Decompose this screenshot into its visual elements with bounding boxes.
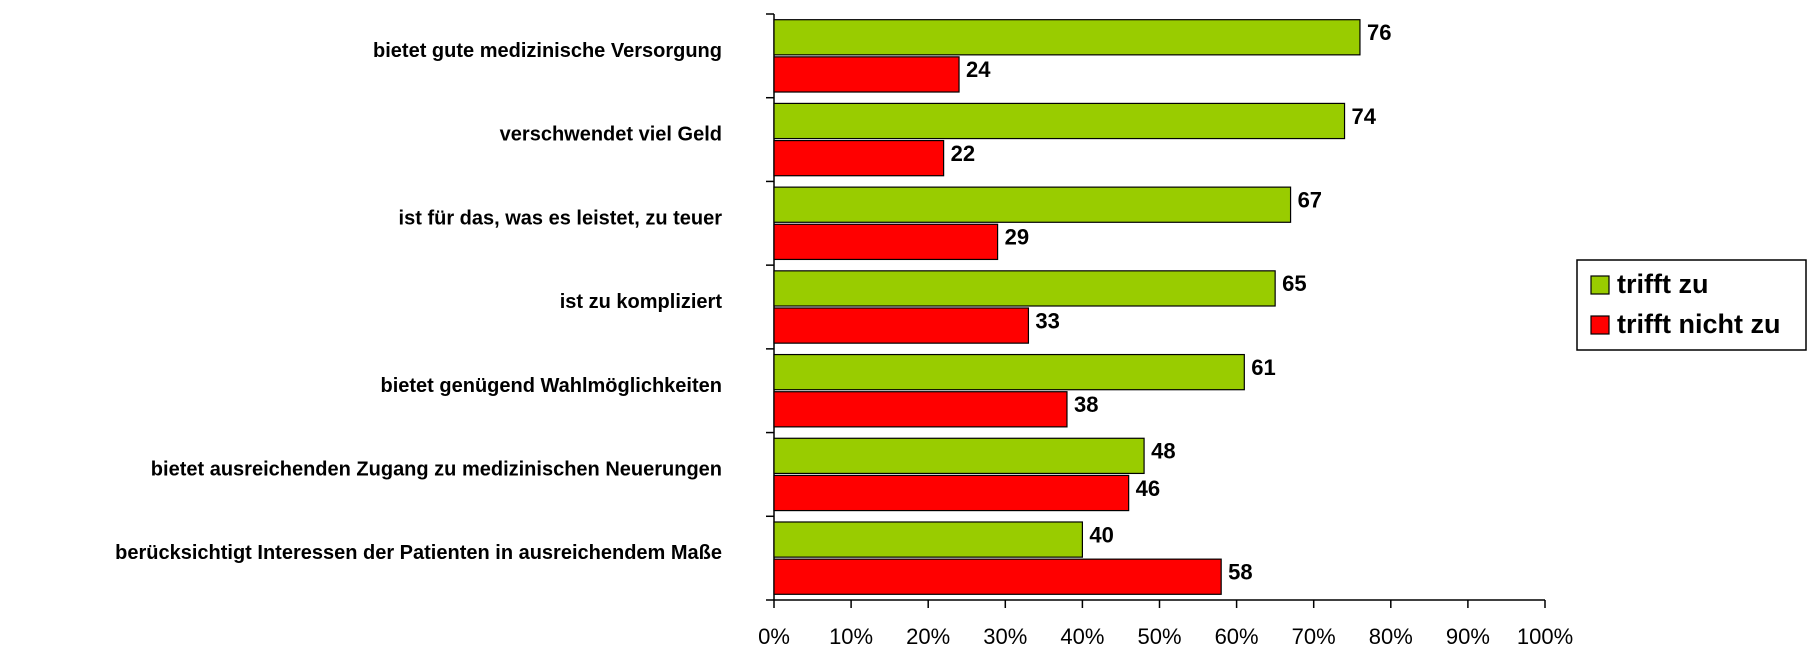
data-label: 33: [1035, 308, 1059, 333]
data-label: 46: [1136, 476, 1160, 501]
category-label: berücksichtigt Interessen der Patienten …: [115, 542, 722, 564]
x-tick-label: 30%: [983, 624, 1027, 648]
data-label: 74: [1352, 104, 1377, 129]
legend-swatch: [1590, 275, 1610, 295]
data-label: 29: [1005, 225, 1029, 250]
x-tick-label: 0%: [758, 624, 790, 648]
legend-swatch: [1590, 315, 1610, 335]
data-label: 76: [1367, 20, 1391, 45]
bar: [773, 353, 1245, 391]
data-label: 38: [1074, 392, 1098, 417]
bar: [773, 223, 999, 261]
bar: [773, 102, 1346, 140]
category-label: verschwendet viel Geld: [500, 124, 722, 146]
bar: [773, 186, 1292, 223]
bar: [773, 558, 1222, 595]
category-label: ist zu kompliziert: [560, 291, 723, 313]
bar: [773, 521, 1083, 558]
bar: [773, 139, 945, 177]
x-tick-label: 50%: [1137, 624, 1181, 648]
category-label: bietet genügend Wahlmöglichkeiten: [380, 375, 722, 397]
bar: [773, 270, 1276, 307]
category-label: ist für das, was es leistet, zu teuer: [399, 207, 723, 229]
category-label: bietet gute medizinische Versorgung: [373, 40, 722, 62]
bar: [773, 474, 1130, 512]
bar: [773, 307, 1030, 344]
legend-label: trifft zu: [1617, 269, 1708, 299]
bar: [773, 56, 960, 93]
data-label: 22: [951, 141, 975, 166]
legend-label: trifft nicht zu: [1617, 309, 1780, 339]
x-tick-label: 60%: [1215, 624, 1259, 648]
x-tick-label: 40%: [1060, 624, 1104, 648]
x-tick-label: 90%: [1446, 624, 1490, 648]
data-label: 67: [1298, 188, 1322, 213]
x-tick-label: 20%: [906, 624, 950, 648]
bar: [773, 437, 1145, 475]
data-label: 48: [1151, 439, 1175, 464]
x-tick-label: 10%: [829, 624, 873, 648]
category-label: bietet ausreichenden Zugang zu medizinis…: [151, 459, 722, 481]
data-label: 65: [1282, 271, 1306, 296]
x-tick-label: 70%: [1292, 624, 1336, 648]
legend-box: [1576, 259, 1807, 351]
bar: [773, 19, 1361, 56]
data-label: 40: [1089, 522, 1113, 547]
bar: [773, 391, 1068, 428]
x-tick-label: 80%: [1369, 624, 1413, 648]
data-label: 24: [966, 57, 991, 82]
x-tick-label: 100%: [1517, 624, 1573, 648]
data-label: 58: [1228, 560, 1252, 585]
data-label: 61: [1251, 355, 1275, 380]
